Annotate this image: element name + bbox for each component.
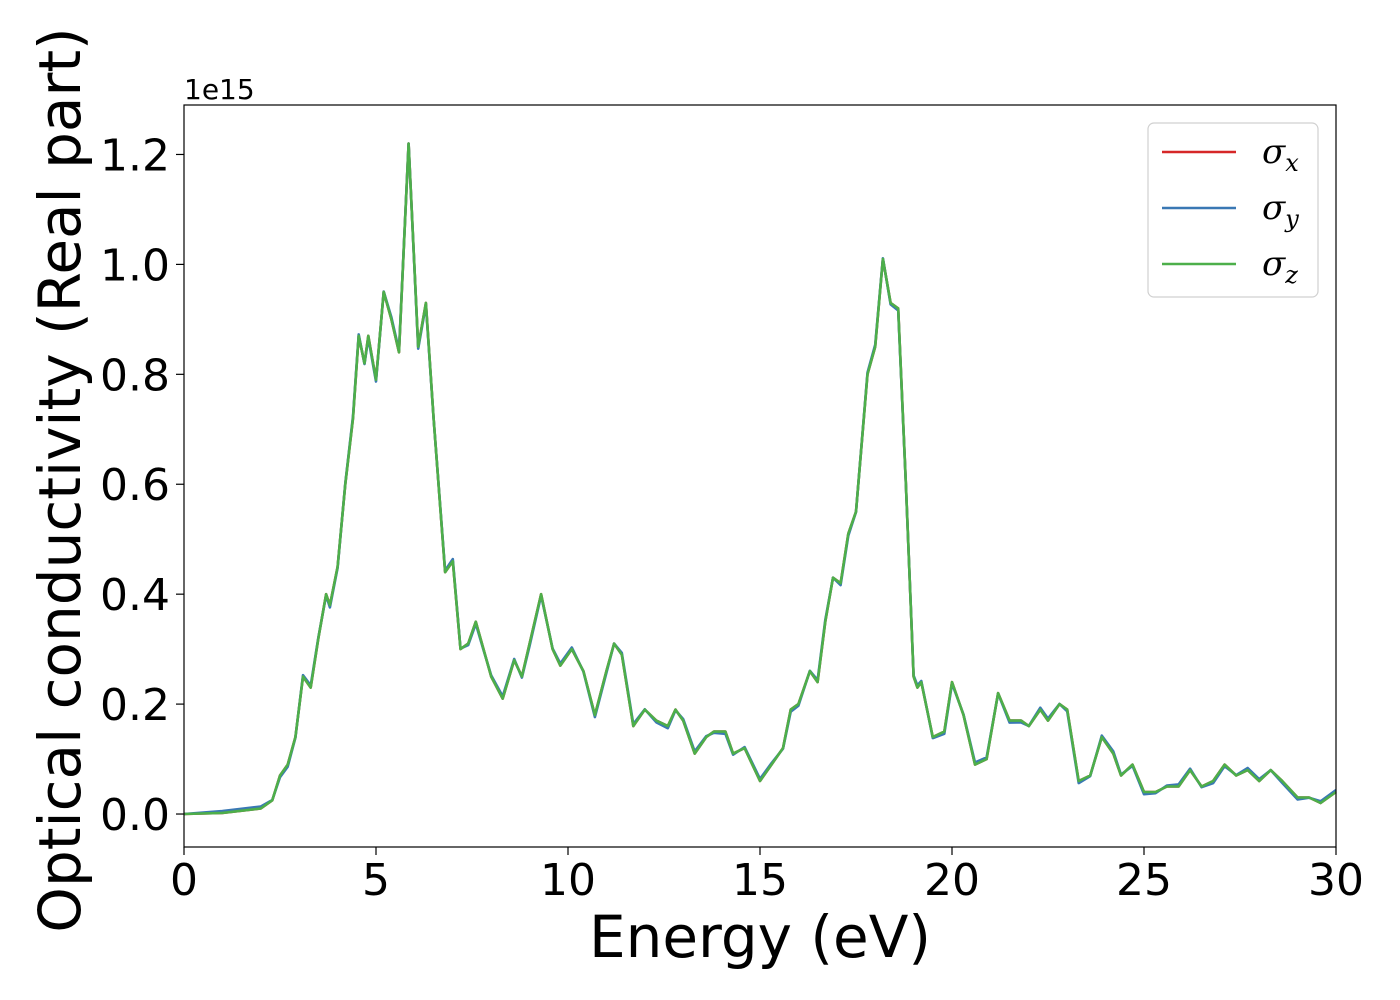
plot-frame xyxy=(183,104,1337,848)
series-line-z xyxy=(183,142,1337,816)
x-tick-label: 5 xyxy=(362,855,390,906)
legend-subscript: y xyxy=(1284,205,1299,233)
y-axis-label: Optical conductivity (Real part) xyxy=(26,27,94,932)
legend-symbol: σ xyxy=(1262,188,1286,228)
y-tick-label: 0.6 xyxy=(100,460,170,511)
y-tick-label: 1.2 xyxy=(100,130,170,181)
x-tick-label: 10 xyxy=(540,855,596,906)
y-tick-label: 0.8 xyxy=(100,350,170,401)
legend-frame xyxy=(1147,122,1319,298)
y-tick-label: 0.0 xyxy=(100,790,170,841)
x-axis-label: Energy (eV) xyxy=(589,903,931,971)
legend-label-x: σx xyxy=(1262,132,1299,177)
x-tick-label: 0 xyxy=(170,855,198,906)
legend-subscript: x xyxy=(1285,149,1299,177)
y-offset-text: 1e15 xyxy=(184,73,255,106)
y-tick-label: 0.2 xyxy=(100,680,170,731)
series-layer xyxy=(183,142,1337,816)
y-tick-label: 1.0 xyxy=(100,240,170,291)
legend-label-z: σz xyxy=(1262,244,1298,289)
legend-subscript: z xyxy=(1284,261,1298,289)
x-tick-label: 30 xyxy=(1308,855,1364,906)
x-tick-label: 20 xyxy=(924,855,980,906)
x-tick-label: 15 xyxy=(732,855,788,906)
y-tick-label: 0.4 xyxy=(100,570,170,621)
legend-label-y: σy xyxy=(1262,188,1299,233)
x-tick-label: 25 xyxy=(1116,855,1172,906)
axis-ticks: 0 5 10 15 20 25 30 0.0 0.2 0.4 0.6 0.8 1.0 1.2 xyxy=(100,130,1364,906)
legend-symbol: σ xyxy=(1262,244,1286,284)
legend-symbol: σ xyxy=(1262,132,1286,172)
